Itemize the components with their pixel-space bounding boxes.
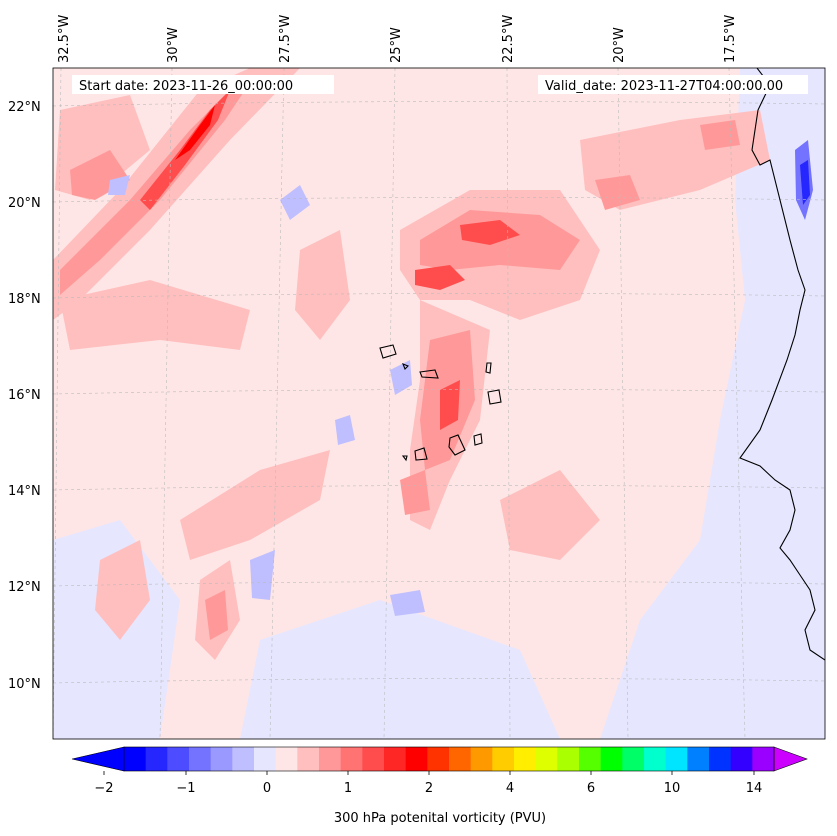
lon-label-25w: 25°W [389, 27, 404, 63]
colorbar-segment [470, 747, 493, 771]
colorbar-segment [145, 747, 168, 771]
latitude-labels: 22°N 20°N 18°N 16°N 14°N 12°N 10°N [8, 100, 41, 692]
colorbar-frame [123, 746, 775, 772]
colorbar-segment [384, 747, 407, 771]
cbar-tick-label: 10 [664, 781, 681, 796]
pv-field-blue [108, 175, 425, 616]
colorbar-segment [405, 747, 428, 771]
lon-label-27.5w: 27.5°W [278, 15, 293, 63]
colorbar-segment [687, 747, 710, 771]
colorbar-segment [189, 747, 212, 771]
valid-date-label: Valid_date: 2023-11-27T04:00:00.00 [545, 79, 783, 94]
colorbar-segment [644, 747, 667, 771]
pv-field-low-south [240, 600, 560, 739]
lon-label-22.5w: 22.5°W [501, 15, 516, 63]
cbar-tick-label: −2 [94, 781, 113, 796]
lat-label-18n: 18°N [8, 292, 41, 307]
colorbar-segment [557, 747, 580, 771]
map-frame [52, 67, 826, 740]
cbar-tick-label: −1 [176, 781, 195, 796]
pv-field-low-east [600, 68, 825, 739]
colorbar [71, 746, 808, 775]
colorbar-segment [340, 747, 363, 771]
lat-label-12n: 12°N [8, 580, 41, 595]
colorbar-segment [427, 747, 450, 771]
colorbar-segment [362, 747, 385, 771]
colorbar-segment [232, 747, 255, 771]
start-date-label: Start date: 2023-11-26_00:00:00 [79, 79, 293, 94]
colorbar-segment [297, 747, 320, 771]
lon-label-32.5w: 32.5°W [57, 15, 72, 63]
cbar-tick-label: 14 [746, 781, 763, 796]
colorbar-segment [535, 747, 558, 771]
pv-field-deep-blue [795, 140, 813, 220]
coastlines [379, 68, 825, 661]
lon-label-30w: 30°W [166, 27, 181, 63]
map-panel: Start date: 2023-11-26_00:00:00 Valid_da… [53, 68, 825, 739]
lat-label-14n: 14°N [8, 484, 41, 499]
cbar-tick-label: 1 [344, 781, 352, 796]
colorbar-segment [492, 747, 515, 771]
colorbar-segment [167, 747, 190, 771]
lat-label-16n: 16°N [8, 388, 41, 403]
colorbar-segment [709, 747, 732, 771]
colorbar-tick-labels: −2 −1 0 1 2 4 6 10 14 [94, 781, 762, 796]
colorbar-segment [622, 747, 645, 771]
colorbar-over-triangle [773, 746, 808, 772]
colorbar-under-triangle [71, 746, 125, 772]
longitude-labels: 32.5°W 30°W 27.5°W 25°W 22.5°W 20°W 17.5… [57, 15, 738, 63]
colorbar-segment [600, 747, 623, 771]
colorbar-segment [124, 747, 147, 771]
colorbar-segment [319, 747, 342, 771]
colorbar-label: 300 hPa potenital vorticity (PVU) [334, 811, 546, 826]
cbar-tick-label: 0 [263, 781, 271, 796]
lon-label-20w: 20°W [612, 27, 627, 63]
lon-label-17.5w: 17.5°W [723, 15, 738, 63]
cbar-tick-label: 2 [425, 781, 433, 796]
colorbar-segment [665, 747, 688, 771]
colorbar-segment [514, 747, 537, 771]
pv-field-peak-red [175, 105, 215, 160]
colorbar-segment [579, 747, 602, 771]
lat-label-22n: 22°N [8, 100, 41, 115]
colorbar-segment [730, 747, 753, 771]
lat-label-10n: 10°N [8, 677, 41, 692]
cbar-tick-label: 4 [506, 781, 514, 796]
colorbar-segment [210, 747, 233, 771]
start-date-box [72, 75, 334, 94]
gridlines [53, 68, 825, 739]
colorbar-segment [254, 747, 277, 771]
cbar-tick-label: 6 [587, 781, 595, 796]
colorbar-segment [449, 747, 472, 771]
colorbar-segment [752, 747, 775, 771]
lat-label-20n: 20°N [8, 196, 41, 211]
colorbar-segment [275, 747, 298, 771]
valid-date-box [538, 75, 808, 94]
